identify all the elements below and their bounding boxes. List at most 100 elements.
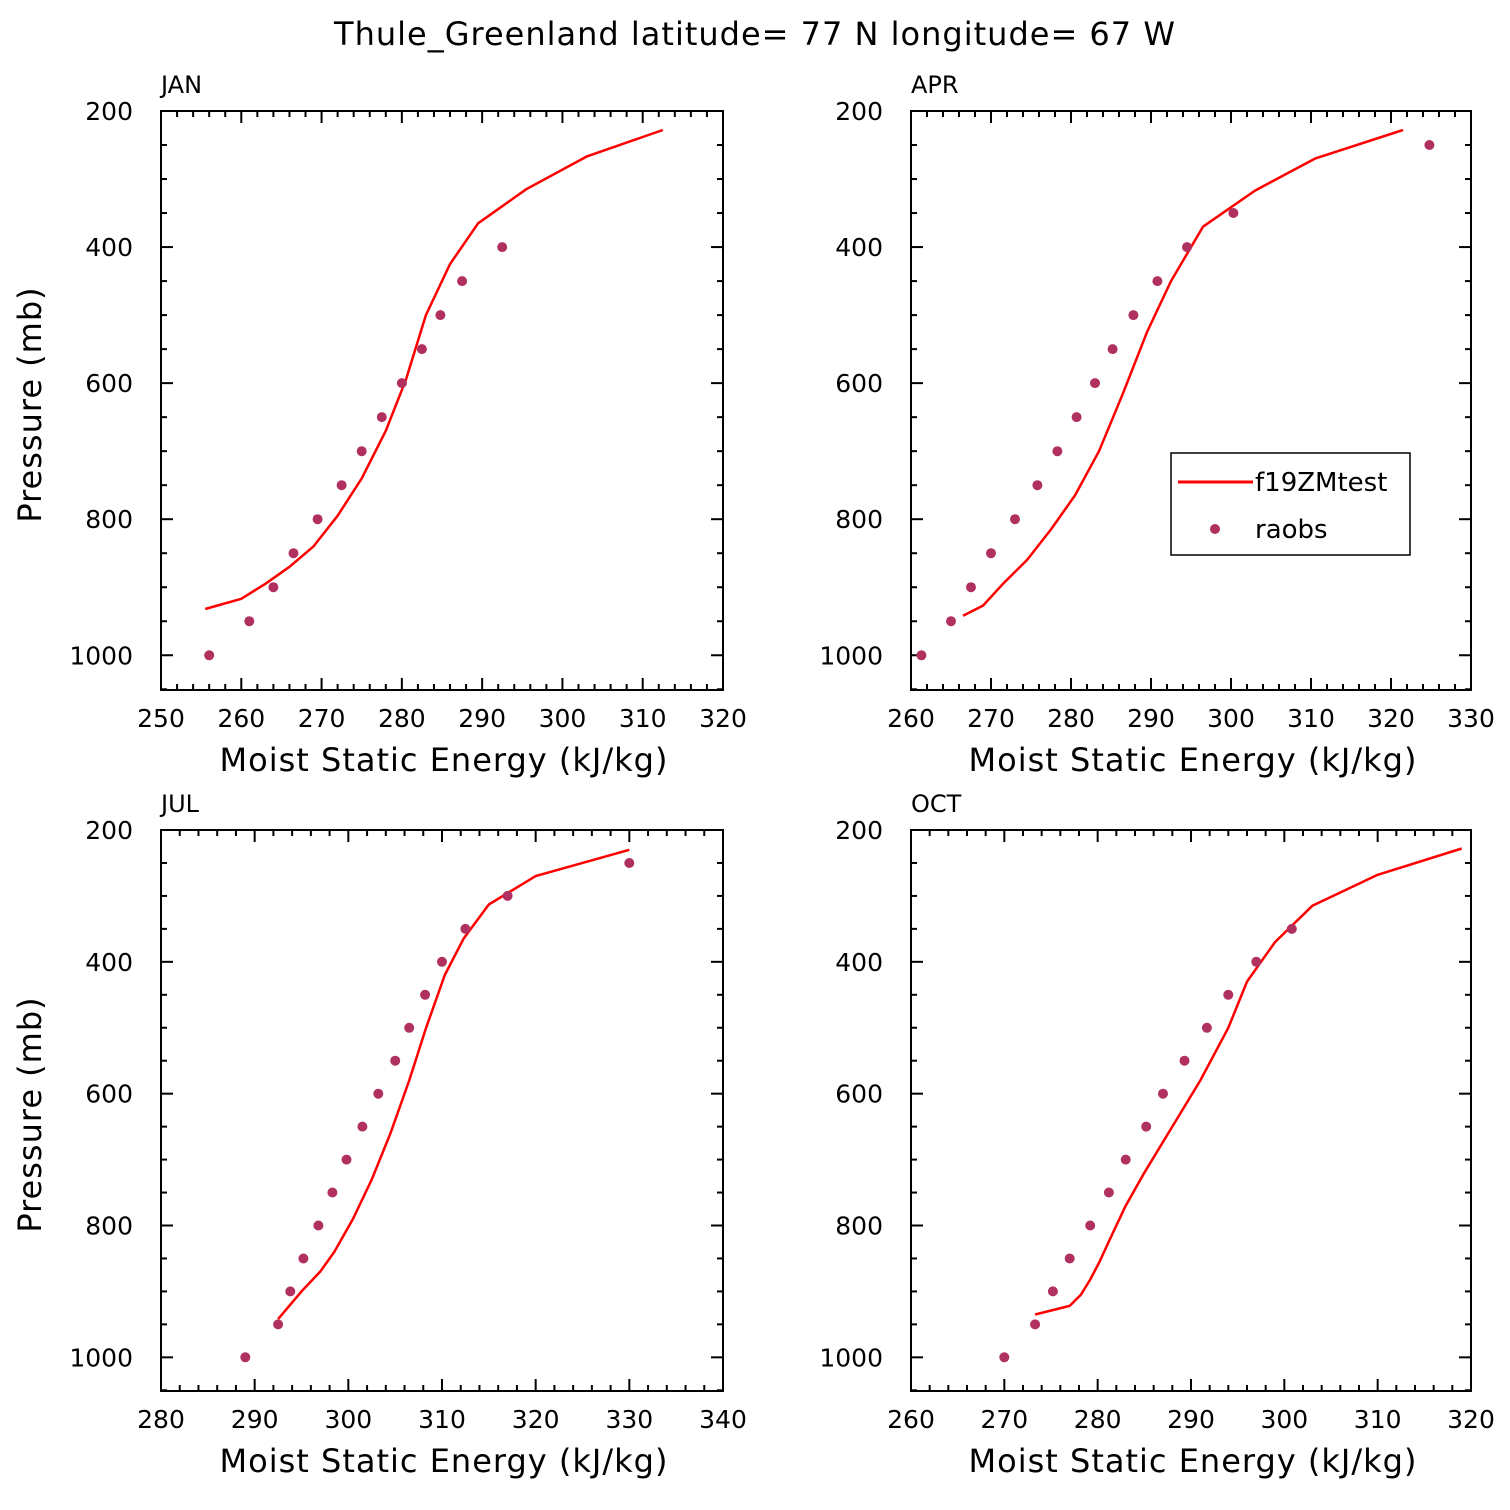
x-tick-label: 260 — [887, 704, 935, 733]
plot-frame — [160, 829, 724, 1392]
data-point-raobs — [1251, 956, 1262, 967]
x-tick-label: 290 — [231, 1405, 279, 1434]
x-tick-label: 300 — [539, 704, 587, 733]
y-tick-label: 600 — [835, 369, 883, 398]
data-point-raobs — [1120, 1154, 1131, 1165]
data-point-raobs — [986, 548, 996, 559]
panel-jan: JAN 250 260 270 280 290 300 310 320 200 400 600 800 1… — [11, 71, 747, 779]
x-tick-label: 270 — [967, 704, 1015, 733]
data-point-raobs — [313, 1220, 324, 1231]
y-tick-label: 200 — [835, 97, 883, 126]
data-point-raobs — [420, 989, 431, 1000]
y-tick-label: 1000 — [69, 1343, 133, 1372]
data-point-raobs — [327, 1187, 338, 1198]
data-point-raobs — [502, 890, 513, 901]
data-point-raobs — [966, 582, 976, 593]
data-point-raobs — [1047, 1286, 1058, 1297]
x-tick-label: 300 — [1207, 704, 1255, 733]
data-point-raobs — [1030, 1319, 1041, 1330]
x-tick-label: 300 — [1260, 1405, 1308, 1434]
data-point-raobs — [1052, 446, 1063, 457]
x-tick-label: 320 — [1367, 704, 1415, 733]
x-tick-label: 310 — [418, 1405, 466, 1434]
x-tick-label: 280 — [1047, 704, 1095, 733]
data-point-raobs — [298, 1253, 309, 1264]
data-point-raobs — [240, 1352, 251, 1363]
data-point-raobs — [416, 344, 427, 355]
y-tick-label: 600 — [835, 1080, 883, 1109]
panel-label-oct: OCT — [911, 790, 962, 818]
x-tick-label: 340 — [699, 1405, 747, 1434]
x-tick-label: 330 — [1447, 704, 1495, 733]
data-point-raobs — [457, 276, 468, 287]
data-point-raobs — [1223, 989, 1234, 1000]
x-tick-label: 260 — [887, 1405, 935, 1434]
panel-label-apr: APR — [911, 71, 959, 99]
data-point-raobs — [404, 1022, 415, 1033]
data-point-raobs — [312, 514, 323, 525]
data-point-raobs — [435, 310, 446, 321]
data-point-raobs — [1201, 1022, 1212, 1033]
x-tick-label: 290 — [458, 704, 506, 733]
legend-obs-marker — [1210, 524, 1220, 534]
data-point-raobs — [1064, 1253, 1075, 1264]
data-point-raobs — [1085, 1220, 1096, 1231]
y-tick-label: 600 — [85, 369, 133, 398]
plot-frame — [160, 110, 724, 691]
legend-obs-label: raobs — [1255, 515, 1328, 545]
data-point-raobs — [268, 582, 279, 593]
panel-label-jul: JUL — [159, 790, 200, 818]
y-tick-label: 600 — [85, 1080, 133, 1109]
data-point-raobs — [1090, 378, 1100, 389]
x-tick-label: 280 — [137, 1405, 185, 1434]
x-tick-label: 310 — [1287, 704, 1335, 733]
y-tick-label: 200 — [85, 97, 133, 126]
y-tick-label: 200 — [835, 816, 883, 845]
x-axis-label: Moist Static Energy (kJ/kg) — [220, 741, 669, 779]
data-point-raobs — [1107, 344, 1118, 355]
x-tick-label: 290 — [1127, 704, 1175, 733]
x-tick-label: 270 — [980, 1405, 1028, 1434]
data-point-raobs — [373, 1088, 384, 1099]
data-point-raobs — [341, 1154, 352, 1165]
y-tick-label: 800 — [835, 505, 883, 534]
data-point-raobs — [1152, 276, 1163, 287]
x-tick-label: 320 — [512, 1405, 560, 1434]
y-axis-label: Pressure (mb) — [11, 286, 49, 522]
x-tick-label: 290 — [1167, 1405, 1215, 1434]
x-tick-label: 250 — [137, 704, 185, 733]
data-point-raobs — [1286, 923, 1297, 934]
data-point-raobs — [376, 412, 387, 423]
data-point-raobs — [460, 923, 471, 934]
y-tick-label: 1000 — [69, 641, 133, 670]
data-point-raobs — [1158, 1088, 1168, 1099]
data-point-raobs — [285, 1286, 296, 1297]
y-axis-label: Pressure (mb) — [11, 996, 49, 1232]
x-axis-label: Moist Static Energy (kJ/kg) — [969, 1442, 1418, 1480]
data-point-raobs — [1179, 1055, 1190, 1066]
data-point-raobs — [1228, 208, 1239, 218]
y-tick-label: 800 — [85, 1212, 133, 1241]
panels-container: JAN 250 260 270 280 290 300 310 320 200 400 600 800 1… — [11, 71, 1495, 1480]
series-line-f19ZMtest — [1034, 847, 1463, 1316]
data-point-raobs — [336, 480, 347, 491]
data-point-raobs — [357, 1121, 368, 1132]
data-point-raobs — [396, 378, 407, 389]
data-point-raobs — [497, 242, 508, 253]
panel-jul: JUL 280 290 300 310 320 330 340 200 400 600 800 1000… — [11, 790, 747, 1480]
y-tick-label: 1000 — [819, 1343, 883, 1372]
x-axis-label: Moist Static Energy (kJ/kg) — [969, 741, 1418, 779]
y-tick-label: 400 — [835, 233, 883, 262]
data-point-raobs — [1103, 1187, 1114, 1198]
data-point-raobs — [390, 1055, 401, 1066]
data-point-raobs — [1424, 140, 1435, 150]
data-point-raobs — [624, 858, 635, 868]
x-tick-label: 310 — [1354, 1405, 1402, 1434]
x-tick-label: 300 — [324, 1405, 372, 1434]
data-point-raobs — [1182, 242, 1192, 253]
data-point-raobs — [273, 1319, 284, 1330]
data-point-raobs — [999, 1352, 1010, 1363]
data-point-raobs — [1010, 514, 1020, 525]
data-point-raobs — [946, 616, 956, 627]
